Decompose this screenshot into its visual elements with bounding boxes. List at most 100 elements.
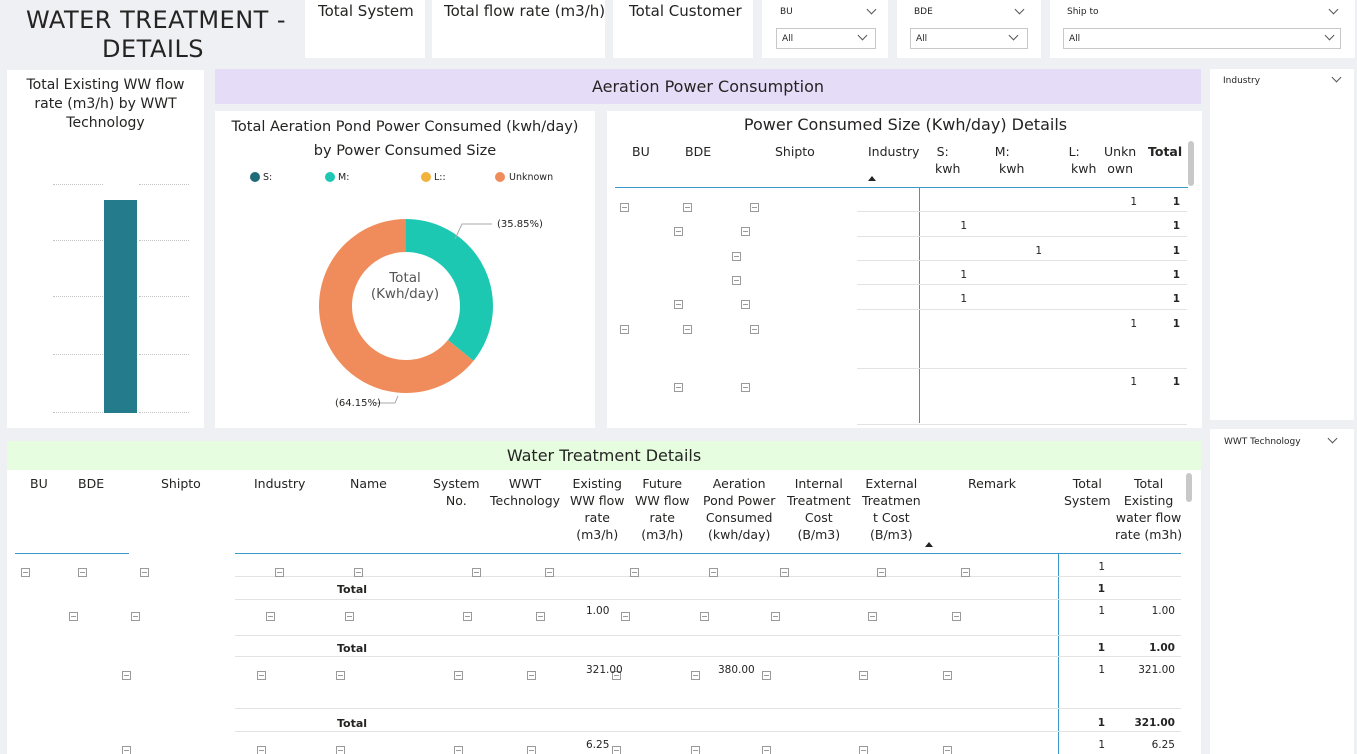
expand-icon[interactable]	[257, 746, 266, 754]
expand-icon[interactable]	[275, 568, 284, 577]
col-header-industry[interactable]: Industry	[254, 476, 306, 491]
slicer-industry[interactable]: Industry	[1210, 69, 1354, 420]
expand-icon[interactable]	[527, 746, 536, 754]
chevron-down-icon[interactable]	[1327, 433, 1338, 444]
col-header-total[interactable]: Total	[1148, 144, 1183, 159]
table-row[interactable]: Total 1 1.00	[7, 641, 1185, 657]
expand-icon[interactable]	[683, 203, 692, 212]
chevron-down-icon[interactable]	[1331, 72, 1342, 83]
col-header-aeration[interactable]: Aeration Pond Power Consumed (kwh/day)	[703, 475, 775, 543]
table-row[interactable]: 6.25 1 6.25	[7, 738, 1185, 754]
slicer-wwt-technology[interactable]: WWT Technology	[1210, 429, 1354, 754]
expand-icon[interactable]	[472, 568, 481, 577]
expand-icon[interactable]	[545, 568, 554, 577]
col-header-external-cost[interactable]: External Treatmen t Cost (B/m3)	[862, 475, 921, 543]
slicer-bde[interactable]: BDE All	[897, 0, 1041, 58]
expand-icon[interactable]	[868, 612, 877, 621]
expand-icon[interactable]	[674, 383, 683, 392]
scrollbar-thumb[interactable]	[1186, 473, 1192, 502]
col-header-bde[interactable]: BDE	[685, 144, 712, 159]
expand-icon[interactable]	[732, 252, 741, 261]
col-header-industry[interactable]: Industry	[868, 144, 920, 159]
col-header-remark[interactable]: Remark	[968, 476, 1017, 491]
expand-icon[interactable]	[69, 612, 78, 621]
expand-icon[interactable]	[674, 227, 683, 236]
col-header-shipto[interactable]: Shipto	[161, 476, 201, 491]
chevron-down-icon[interactable]	[1328, 4, 1339, 15]
col-header-system-no[interactable]: System No.	[433, 475, 480, 509]
expand-icon[interactable]	[122, 746, 131, 754]
expand-icon[interactable]	[122, 671, 131, 680]
expand-icon[interactable]	[771, 612, 780, 621]
col-header-shipto[interactable]: Shipto	[775, 144, 815, 159]
col-header-unknown[interactable]: Unkn own	[1104, 143, 1136, 177]
expand-icon[interactable]	[750, 203, 759, 212]
expand-icon[interactable]	[859, 746, 868, 754]
expand-icon[interactable]	[741, 227, 750, 236]
slicer-bu-dropdown[interactable]: All	[776, 28, 876, 49]
col-header-total-existing[interactable]: Total Existing water flow rate (m3h)	[1115, 475, 1182, 543]
expand-icon[interactable]	[612, 671, 621, 680]
expand-icon[interactable]	[859, 671, 868, 680]
chevron-down-icon[interactable]	[1014, 4, 1025, 15]
expand-icon[interactable]	[454, 746, 463, 754]
expand-icon[interactable]	[741, 300, 750, 309]
expand-icon[interactable]	[762, 671, 771, 680]
table-row[interactable]: Total 1 321.00	[7, 716, 1185, 732]
expand-icon[interactable]	[454, 671, 463, 680]
expand-icon[interactable]	[266, 612, 275, 621]
expand-icon[interactable]	[527, 671, 536, 680]
expand-icon[interactable]	[336, 671, 345, 680]
expand-icon[interactable]	[621, 612, 630, 621]
table-row[interactable]: 1.00 1 1.00	[7, 604, 1185, 621]
col-header-name[interactable]: Name	[350, 476, 387, 491]
expand-icon[interactable]	[762, 746, 771, 754]
slicer-bu[interactable]: BU All	[762, 0, 888, 58]
expand-icon[interactable]	[700, 612, 709, 621]
expand-icon[interactable]	[691, 671, 700, 680]
expand-icon[interactable]	[750, 325, 759, 334]
expand-icon[interactable]	[536, 612, 545, 621]
expand-icon[interactable]	[630, 568, 639, 577]
expand-icon[interactable]	[943, 746, 952, 754]
col-header-bu[interactable]: BU	[30, 476, 48, 491]
expand-icon[interactable]	[961, 568, 970, 577]
col-header-total-system[interactable]: Total System	[1064, 475, 1111, 509]
col-header-s[interactable]: S: kwh	[925, 143, 960, 177]
expand-icon[interactable]	[709, 568, 718, 577]
expand-icon[interactable]	[732, 276, 741, 285]
col-header-internal-cost[interactable]: Internal Treatment Cost (B/m3)	[787, 475, 851, 543]
donut-slice-m[interactable]	[406, 219, 493, 361]
expand-icon[interactable]	[612, 746, 621, 754]
slicer-shipto[interactable]: Ship to All	[1050, 0, 1355, 58]
expand-icon[interactable]	[620, 203, 629, 212]
table-row[interactable]: Total 1	[7, 582, 1185, 598]
expand-icon[interactable]	[683, 325, 692, 334]
scrollbar-thumb[interactable]	[1188, 141, 1194, 186]
expand-icon[interactable]	[78, 568, 87, 577]
table-row[interactable]: 1	[7, 560, 1185, 577]
col-header-l[interactable]: L: kwh	[1052, 143, 1097, 177]
expand-icon[interactable]	[943, 671, 952, 680]
expand-icon[interactable]	[21, 568, 30, 577]
sort-asc-icon[interactable]	[925, 542, 933, 547]
flow-rate-bar[interactable]	[104, 200, 137, 413]
expand-icon[interactable]	[620, 325, 629, 334]
expand-icon[interactable]	[674, 300, 683, 309]
col-header-existing-flow[interactable]: Existing WW flow rate (m3/h)	[570, 475, 624, 543]
sort-asc-icon[interactable]	[868, 176, 876, 181]
expand-icon[interactable]	[741, 383, 750, 392]
col-header-m[interactable]: M: kwh	[980, 143, 1025, 177]
expand-icon[interactable]	[345, 612, 354, 621]
donut-slice-unknown[interactable]	[319, 219, 474, 393]
expand-icon[interactable]	[877, 568, 886, 577]
col-header-future-flow[interactable]: Future WW flow rate (m3/h)	[635, 475, 689, 543]
col-header-bde[interactable]: BDE	[78, 476, 105, 491]
